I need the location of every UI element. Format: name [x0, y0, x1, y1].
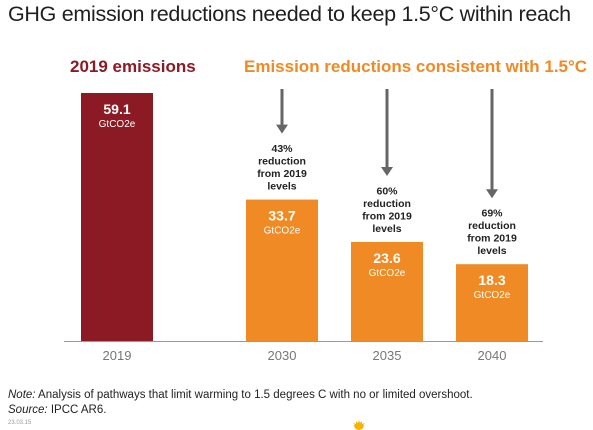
- bar-chart: 59.1 GtCO2e 2019 33.7 GtCO2e 2030 43% reduction…: [64, 89, 543, 363]
- document-code: 23.03.15: [8, 420, 32, 426]
- data-label-value-2040: 18.3: [478, 272, 505, 288]
- heading-2019-emissions: 2019 emissions: [70, 57, 196, 76]
- arrow-head-2035: [381, 166, 393, 176]
- data-label-unit-2019: GtCO2e: [99, 119, 136, 130]
- arrow-head-2030: [276, 124, 288, 134]
- x-tick-label-2019: 2019: [103, 348, 132, 363]
- data-label-unit-2035: GtCO2e: [369, 268, 406, 279]
- note-label: Note:: [8, 389, 36, 401]
- footnote-note: Note: Analysis of pathways that limit wa…: [8, 389, 473, 401]
- reduction-label-2030: 43% reduction from 2019 levels: [257, 143, 307, 193]
- source-label: Source:: [8, 404, 48, 416]
- reduction-label-2040: 69% reduction from 2019 levels: [467, 208, 517, 258]
- bar-2019: [81, 93, 153, 341]
- footnote-source: Source: IPCC AR6.: [8, 404, 106, 416]
- bar-2040: [456, 264, 528, 341]
- reduction-label-2035: 60% reduction from 2019 levels: [362, 185, 412, 235]
- data-label-unit-2030: GtCO2e: [264, 226, 301, 237]
- data-label-unit-2040: GtCO2e: [474, 290, 511, 301]
- bar-2030: [246, 199, 318, 341]
- data-label-value-2035: 23.6: [373, 250, 400, 266]
- bar-2035: [351, 241, 423, 341]
- source-text: IPCC AR6.: [47, 404, 107, 416]
- arrow-head-2040: [486, 189, 498, 199]
- note-text: Analysis of pathways that limit warming …: [35, 389, 473, 401]
- x-tick-label-2035: 2035: [373, 348, 402, 363]
- data-label-value-2030: 33.7: [268, 208, 295, 224]
- chart-title: GHG emission reductions needed to keep 1…: [8, 2, 571, 26]
- heading-emission-reductions: Emission reductions consistent with 1.5°…: [244, 57, 588, 76]
- sun-logo-icon: [353, 420, 365, 430]
- x-tick-label-2040: 2040: [478, 348, 507, 363]
- data-label-value-2019: 59.1: [103, 101, 130, 117]
- x-tick-label-2030: 2030: [268, 348, 297, 363]
